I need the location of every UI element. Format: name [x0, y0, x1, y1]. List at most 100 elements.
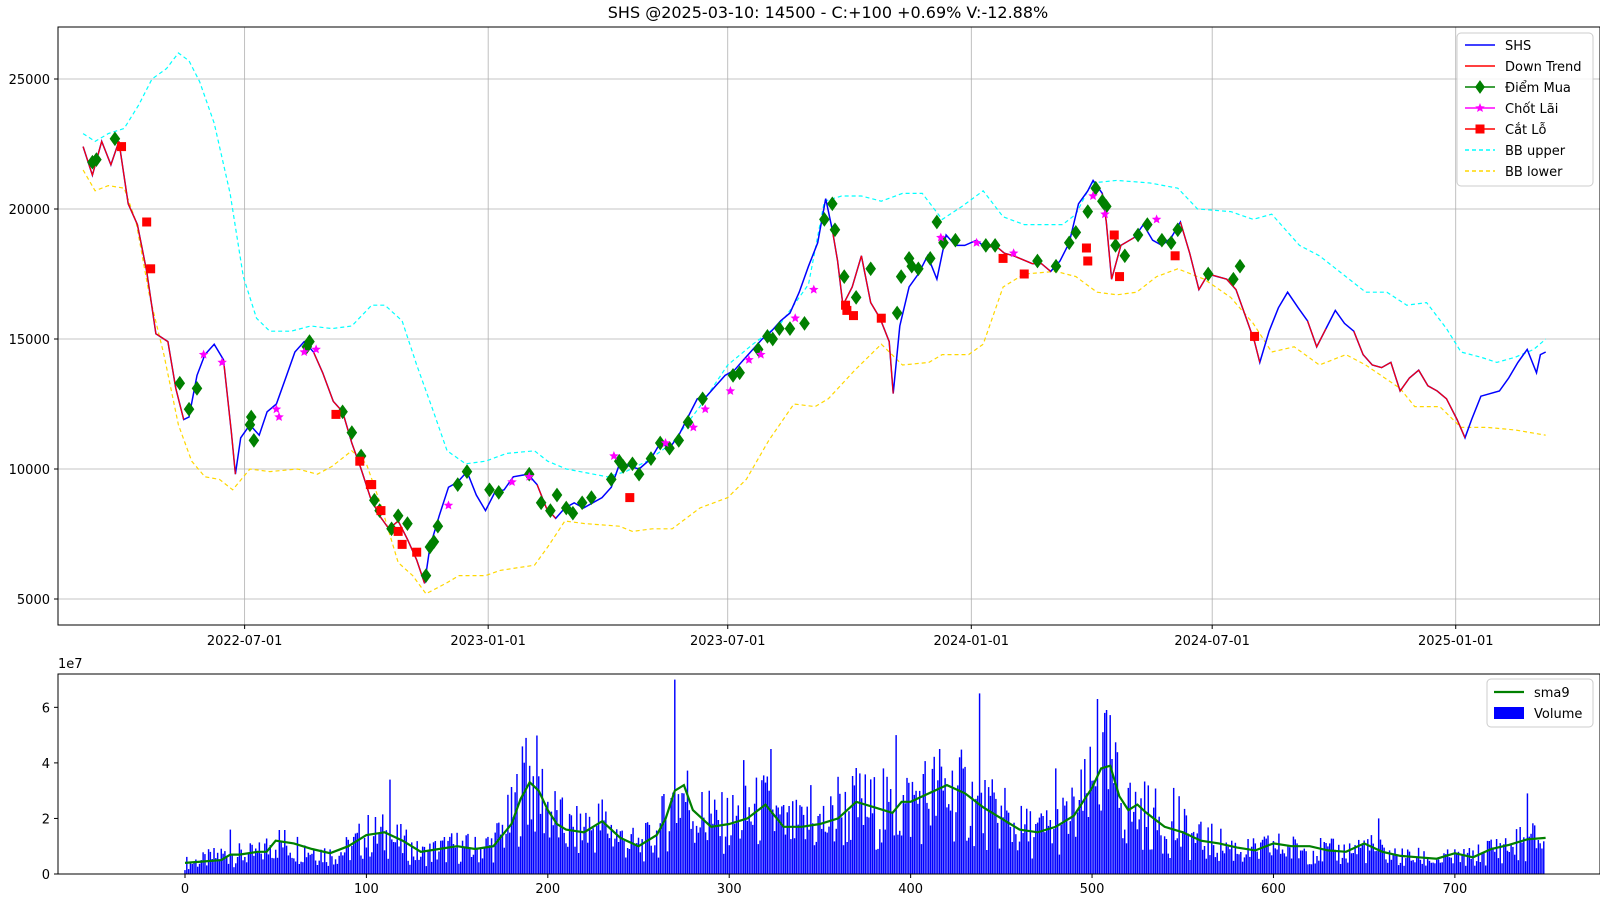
volume-bar [670, 798, 672, 874]
volume-bar [1165, 839, 1168, 874]
volume-bar [380, 826, 382, 874]
take-profit-marker [198, 349, 209, 359]
volume-x-tick-label: 300 [717, 882, 742, 897]
price-legend-item: Chốt Lãi [1465, 102, 1558, 117]
volume-bar [187, 869, 190, 874]
volume-bar [1214, 857, 1217, 874]
volume-bar [548, 837, 551, 874]
volume-bar [449, 836, 451, 874]
volume-bar [1454, 849, 1456, 874]
buy-marker [1032, 253, 1043, 269]
take-profit-marker [756, 349, 766, 359]
volume-bar [859, 773, 861, 874]
buy-marker [191, 381, 203, 396]
volume-bar [1029, 811, 1032, 874]
volume-bar [958, 757, 961, 874]
volume-bar [574, 846, 576, 874]
volume-bar [363, 837, 366, 874]
volume-bar [1278, 833, 1280, 874]
volume-bar [452, 844, 455, 874]
volume-bar [933, 756, 935, 874]
volume-bar [1073, 796, 1075, 874]
volume-bar [527, 824, 529, 874]
volume-bar [949, 810, 952, 874]
volume-bar [893, 835, 896, 874]
volume-bar [891, 811, 894, 874]
volume-bar [721, 792, 723, 874]
volume-bar [655, 830, 658, 874]
volume-bar [675, 823, 678, 874]
volume-bar [543, 833, 545, 874]
volume-bar [1026, 808, 1028, 874]
volume-bar [1283, 853, 1286, 874]
volume-bar [202, 852, 204, 874]
volume-bar [229, 829, 232, 874]
volume-bar [762, 775, 765, 874]
volume-bar [470, 857, 473, 874]
volume-bar [1220, 828, 1222, 874]
volume-bar [1091, 780, 1093, 874]
volume-plot-area [184, 679, 1546, 874]
buy-marker [767, 331, 779, 347]
volume-bar [973, 846, 975, 874]
volume-bar [1345, 858, 1347, 874]
buy-marker [248, 433, 260, 448]
volume-bar [1477, 844, 1480, 874]
volume-bar [1002, 817, 1004, 874]
volume-bar [924, 761, 926, 874]
volume-bar [712, 823, 714, 874]
volume-bar [211, 859, 213, 874]
volume-bar [1176, 838, 1179, 874]
take-profit-marker [609, 451, 619, 460]
volume-bar [1479, 862, 1481, 874]
volume-bar [508, 832, 511, 874]
volume-bar [782, 805, 785, 874]
volume-bar [565, 843, 567, 874]
volume-x-tick-label: 700 [1442, 882, 1467, 897]
volume-bar [1541, 848, 1543, 874]
volume-bar [692, 821, 694, 874]
volume-bar [196, 866, 199, 874]
price-x-tick-label: 2025-01-01 [1418, 634, 1494, 649]
volume-bar [557, 837, 560, 874]
volume-bar [483, 848, 486, 874]
volume-bar [1131, 821, 1133, 874]
volume-bar [906, 777, 908, 874]
volume-y-axis: 0 2 4 6 [42, 701, 58, 883]
stop-loss-marker [397, 539, 407, 549]
take-profit-marker [971, 237, 982, 247]
buy-marker [109, 131, 121, 147]
volume-bar [249, 843, 252, 874]
volume-bar [646, 822, 649, 874]
volume-bar [1312, 850, 1315, 874]
volume-bar [235, 863, 237, 874]
price-legend-item: BB lower [1465, 165, 1563, 180]
volume-bar [362, 858, 364, 874]
volume-bar [1290, 858, 1293, 874]
buy-marker [484, 482, 495, 498]
volume-bar [1488, 841, 1491, 874]
take-profit-marker [744, 354, 754, 364]
volume-bar [576, 806, 578, 874]
price-axes-frame [57, 26, 1600, 626]
volume-bar [866, 816, 868, 874]
volume-bar [276, 857, 279, 874]
volume-bar [1045, 810, 1048, 874]
volume-bar [514, 792, 516, 874]
volume-bar [490, 838, 493, 874]
volume-bar [443, 837, 446, 874]
volume-bar [441, 840, 444, 874]
volume-bar [1279, 853, 1282, 874]
volume-bar [1147, 785, 1150, 874]
volume-bar [1136, 829, 1139, 874]
volume-bar [1281, 849, 1284, 874]
volume-bar [1274, 848, 1276, 874]
volume-bar [267, 854, 270, 874]
buy-marker [633, 466, 645, 482]
volume-bar [472, 854, 475, 874]
volume-bar [717, 820, 720, 874]
volume-bar [494, 832, 496, 874]
volume-bar [928, 808, 930, 874]
volume-bar [1162, 853, 1164, 874]
